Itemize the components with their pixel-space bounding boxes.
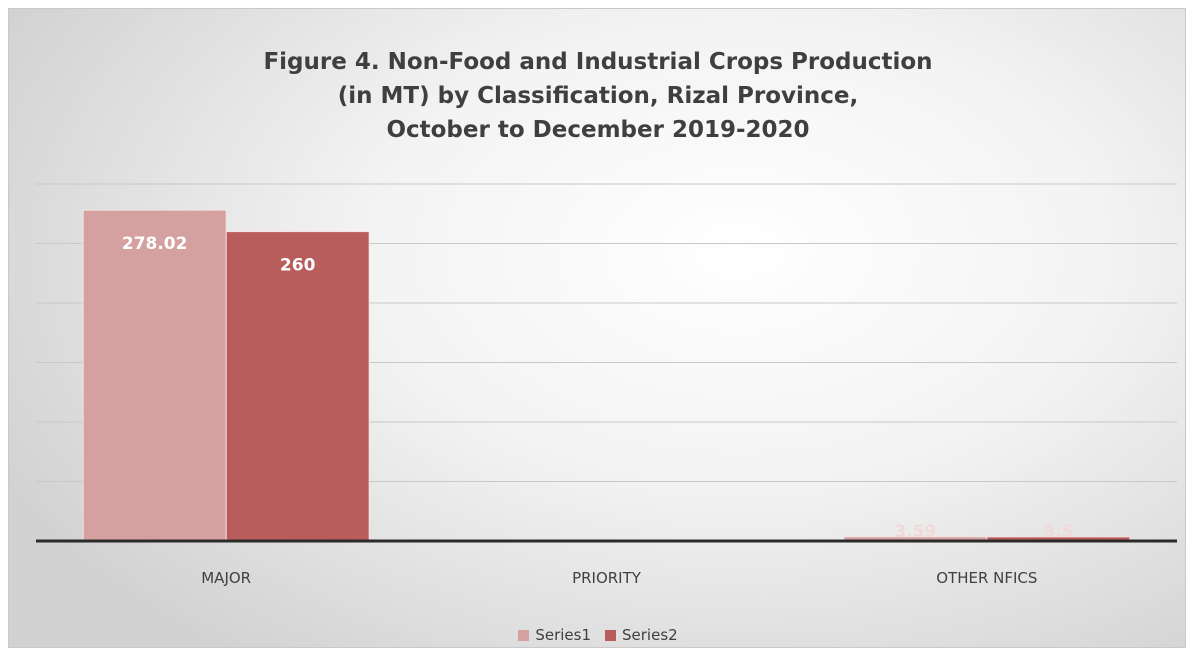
chart-title-line-2: (in MT) by Classification, Rizal Provinc… (337, 83, 859, 109)
category-label-other-nfics: OTHER NFICS (936, 569, 1037, 587)
legend-item-series2: Series2 (605, 626, 678, 644)
legend-label-series1: Series1 (535, 626, 591, 644)
category-label-priority: PRIORITY (572, 569, 642, 587)
bar-series1-major (82, 209, 227, 542)
chart-frame: Figure 4. Non-Food and Industrial Crops … (8, 8, 1186, 648)
legend-swatch-series2 (605, 629, 616, 641)
bar-series2-major (225, 231, 370, 542)
data-label-series1-major: 278.02 (122, 234, 188, 254)
data-label-series2-major: 260 (280, 256, 316, 276)
bar-plot: 278.02 260 MAJOR PRIORITY 3.59 3.5 OTHER NFICS (36, 183, 1177, 587)
chart-legend: Series1 Series2 (9, 626, 1187, 644)
legend-label-series2: Series2 (622, 626, 678, 644)
legend-item-series1: Series1 (518, 626, 591, 644)
chart-title-line-1: Figure 4. Non-Food and Industrial Crops … (263, 49, 933, 75)
category-label-major: MAJOR (201, 569, 251, 587)
data-label-series1-other-nfics: 3.59 (894, 522, 936, 542)
legend-swatch-series1 (518, 629, 530, 641)
chart-title: Figure 4. Non-Food and Industrial Crops … (9, 45, 1187, 147)
data-label-series2-other-nfics: 3.5 (1043, 522, 1073, 542)
chart-title-line-3: October to December 2019-2020 (386, 117, 810, 143)
